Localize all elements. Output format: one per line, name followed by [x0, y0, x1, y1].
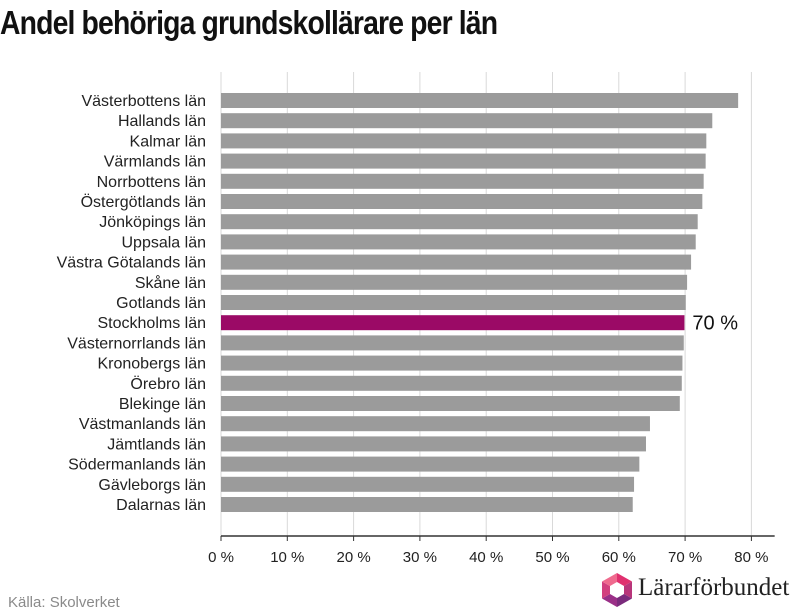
bar — [221, 234, 696, 250]
bar — [221, 456, 640, 472]
category-label: Kalmar län — [130, 133, 206, 150]
bar — [221, 93, 739, 108]
bar — [221, 476, 635, 492]
x-tick-label: 60 % — [602, 549, 636, 566]
category-label: Södermanlands län — [68, 457, 206, 474]
category-label: Gotlands län — [116, 295, 206, 312]
bar-highlighted — [221, 315, 685, 331]
category-label: Stockholms län — [98, 315, 207, 332]
x-tick-label: 20 % — [336, 549, 370, 566]
bar — [221, 436, 646, 452]
bar — [221, 153, 706, 169]
x-tick-label: 30 % — [403, 549, 437, 566]
source-note: Källa: Skolverket — [8, 594, 120, 611]
bar — [221, 375, 682, 391]
bar-chart: Västerbottens län Hallands län Kalmar län V… — [57, 72, 775, 566]
category-label: Jämtlands län — [107, 436, 206, 453]
category-label: Norrbottens län — [97, 174, 206, 191]
bar — [221, 295, 686, 310]
category-label: Skåne län — [135, 274, 206, 292]
bar — [221, 274, 688, 290]
bar — [221, 133, 707, 149]
brand: Lärarförbundet — [600, 572, 796, 608]
bar — [221, 214, 698, 230]
category-label: Dalarnas län — [116, 497, 206, 514]
data-labels: 70 % — [692, 313, 738, 335]
bar — [221, 113, 713, 129]
bar — [221, 335, 684, 351]
x-tick-label: 10 % — [270, 549, 304, 566]
bar — [221, 416, 650, 432]
brand-name: Lärarförbundet — [638, 574, 790, 601]
category-labels: Västerbottens län Hallands län Kalmar län V… — [57, 93, 206, 514]
category-label: Blekinge län — [119, 396, 206, 413]
x-tick-label: 0 % — [208, 549, 234, 566]
category-label: Värmlands län — [104, 154, 206, 171]
category-label: Uppsala län — [122, 234, 207, 251]
category-label: Jönköpings län — [99, 214, 206, 231]
x-tick-label: 40 % — [469, 549, 503, 566]
category-label: Örebro län — [130, 375, 206, 393]
lararforbundet-logo-icon — [602, 573, 632, 607]
bar — [221, 194, 703, 209]
x-tick-label: 80 % — [734, 549, 768, 566]
x-axis: 0 % 10 % 20 % 30 % 40 % 50 % 60 % 70 % 80 % — [208, 535, 775, 566]
category-label: Hallands län — [118, 113, 206, 130]
category-label: Västmanlands län — [79, 416, 206, 433]
bar — [221, 254, 692, 270]
bars — [221, 93, 739, 512]
chart-title: Andel behöriga grundskollärare per län — [0, 4, 498, 41]
x-tick-label: 50 % — [535, 549, 569, 566]
bar — [221, 497, 633, 512]
category-label: Västerbottens län — [81, 93, 206, 110]
data-label: 70 % — [692, 313, 738, 335]
category-label: Västernorrlands län — [67, 335, 206, 352]
category-label: Gävleborgs län — [98, 477, 206, 494]
bar — [221, 355, 683, 371]
category-label: Västra Götalands län — [57, 255, 206, 272]
x-tick-label: 70 % — [668, 549, 702, 566]
bar — [221, 173, 704, 189]
bar — [221, 396, 680, 411]
category-label: Kronobergs län — [97, 356, 206, 373]
category-label: Östergötlands län — [81, 193, 206, 211]
